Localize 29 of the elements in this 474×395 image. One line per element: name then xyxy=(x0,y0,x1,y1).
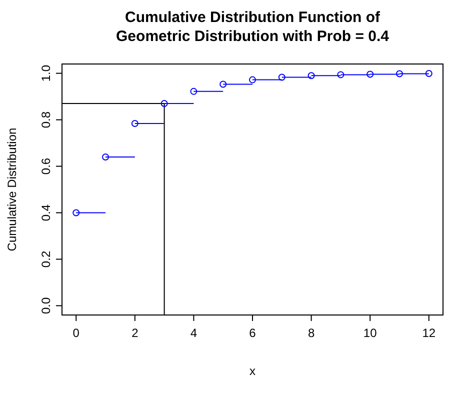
point xyxy=(160,100,168,108)
chart-title: Cumulative Distribution Function of Geometric Distribution with Prob = 0.4 xyxy=(116,9,390,45)
y-tick-label: 1.0 xyxy=(39,64,53,82)
point xyxy=(131,120,138,127)
x-tick-label: 8 xyxy=(308,326,315,340)
x-tick-label: 0 xyxy=(72,326,80,340)
point xyxy=(220,80,227,88)
point xyxy=(249,76,256,84)
point xyxy=(278,74,286,81)
point xyxy=(396,70,403,78)
x-tick-label: 4 xyxy=(190,326,198,340)
x-tick-label: 2 xyxy=(132,326,139,340)
y-tick-label: 0.0 xyxy=(39,297,53,314)
y-axis-title: Cumulative Distribution xyxy=(5,128,19,252)
x-axis-title: x xyxy=(250,364,256,378)
point xyxy=(308,72,315,80)
x-tick-label: 10 xyxy=(363,326,378,340)
y-tick-label: 0.4 xyxy=(39,204,53,222)
point xyxy=(337,71,344,78)
x-tick-label: 12 xyxy=(422,326,436,340)
point xyxy=(190,88,198,95)
y-tick-label: 0.6 xyxy=(39,158,53,175)
point xyxy=(425,70,432,78)
x-tick-label: 6 xyxy=(249,326,256,340)
y-tick-label: 0.8 xyxy=(39,111,53,128)
y-tick-label: 0.2 xyxy=(39,250,53,268)
point xyxy=(366,70,374,78)
point xyxy=(102,153,110,160)
point xyxy=(72,209,80,216)
